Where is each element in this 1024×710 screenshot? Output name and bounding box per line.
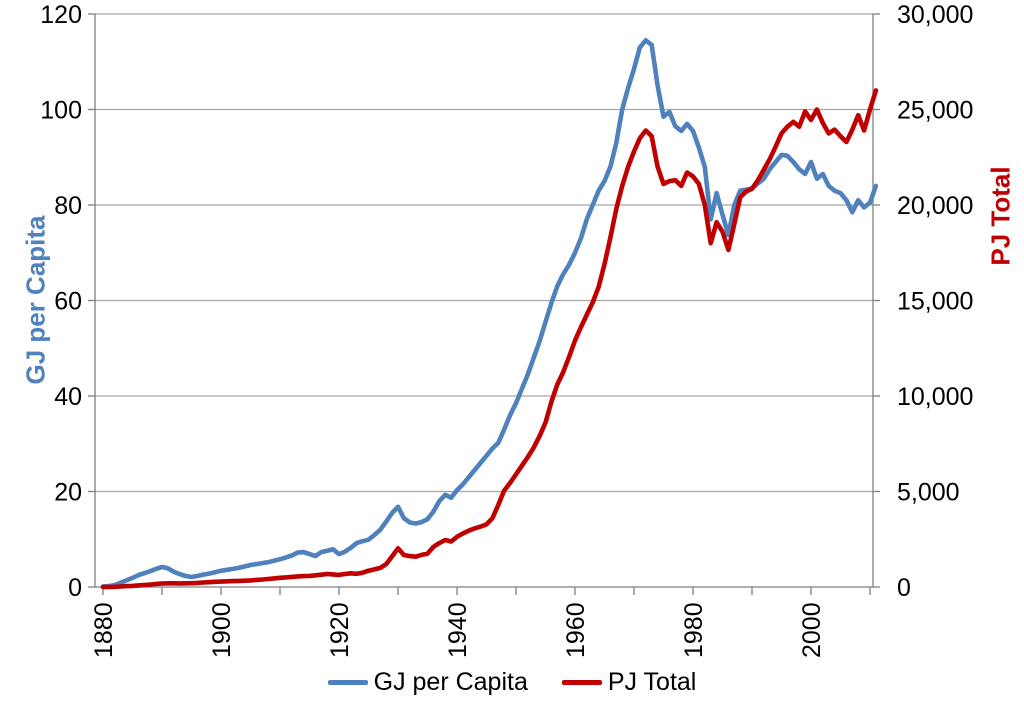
pj-total-line bbox=[100, 88, 879, 590]
chart-legend: GJ per Capita PJ Total bbox=[0, 668, 1024, 697]
left-axis-tick-label: 20 bbox=[54, 479, 82, 507]
right-axis-tick-label: 0 bbox=[897, 574, 911, 602]
x-axis-tick-label: 1960 bbox=[562, 602, 590, 658]
left-axis-tick-label: 60 bbox=[54, 288, 82, 316]
right-axis-tick-label: 20,000 bbox=[897, 192, 973, 220]
left-axis-tick-label: 40 bbox=[54, 383, 82, 411]
legend-label: PJ Total bbox=[607, 668, 697, 696]
right-axis-tick-label: 25,000 bbox=[897, 97, 973, 125]
right-axis-tick-label: 5,000 bbox=[897, 479, 960, 507]
right-axis-tick-label: 30,000 bbox=[897, 1, 973, 29]
left-axis-title: GJ per Capita bbox=[20, 215, 51, 385]
x-axis-tick-label: 2000 bbox=[798, 602, 826, 658]
legend-line-swatch-blue bbox=[327, 680, 368, 685]
x-axis-tick-label: 1940 bbox=[444, 602, 472, 658]
legend-label: GJ per Capita bbox=[373, 668, 528, 696]
left-axis-tick-label: 120 bbox=[40, 1, 82, 29]
legend-line-swatch-red bbox=[561, 680, 602, 685]
right-axis-title: PJ Total bbox=[985, 166, 1016, 266]
left-axis-tick-label: 80 bbox=[54, 192, 82, 220]
right-axis-tick-label: 10,000 bbox=[897, 383, 973, 411]
gj-per-capita-line bbox=[100, 37, 879, 589]
x-axis-tick-label: 1880 bbox=[90, 602, 118, 658]
left-axis-tick-label: 100 bbox=[40, 97, 82, 125]
x-axis-tick-label: 1920 bbox=[326, 602, 354, 658]
x-axis-tick-label: 1900 bbox=[208, 602, 236, 658]
legend-item-gj-per-capita: GJ per Capita bbox=[327, 668, 528, 697]
legend-item-pj-total: PJ Total bbox=[561, 668, 697, 697]
left-axis-tick-label: 0 bbox=[68, 574, 82, 602]
x-axis-tick-label: 1980 bbox=[680, 602, 708, 658]
right-axis-tick-label: 15,000 bbox=[897, 288, 973, 316]
